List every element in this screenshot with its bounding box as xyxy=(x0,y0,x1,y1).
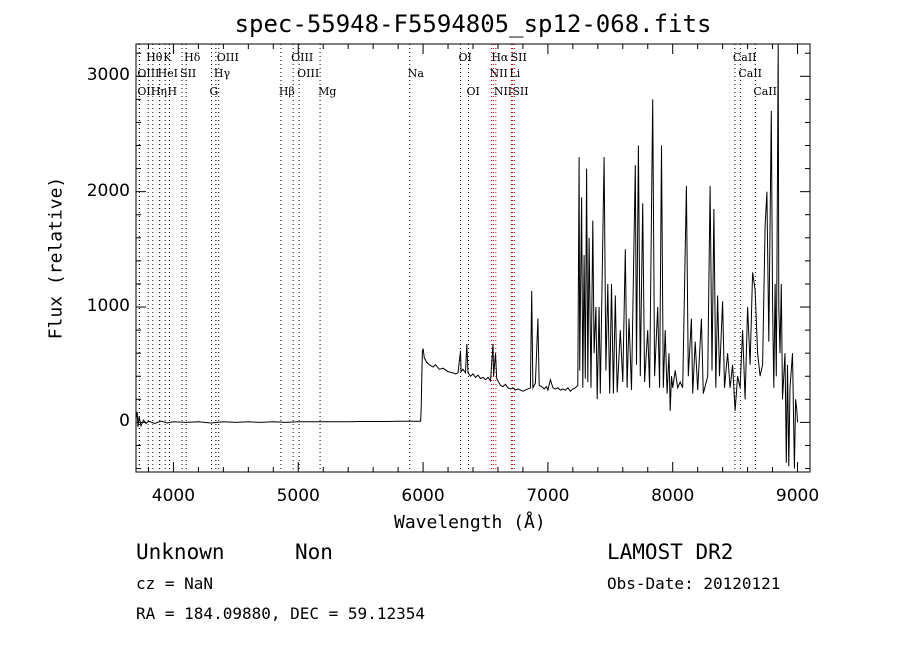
marker-label: OIII xyxy=(297,67,320,80)
class-text: Unknown xyxy=(136,540,225,564)
obs-date-text: Obs-Date: 20120121 xyxy=(607,574,781,593)
x-axis-label: Wavelength (Å) xyxy=(394,512,546,533)
marker-label: OI xyxy=(466,85,480,98)
marker-label: Hθ xyxy=(146,51,163,64)
marker-label: Hγ xyxy=(213,67,231,80)
marker-label: Hα xyxy=(491,51,509,64)
spectrum-series xyxy=(135,43,798,469)
marker-label: OIII xyxy=(291,51,314,64)
x-tick-label: 6000 xyxy=(401,486,445,506)
marker-label: Hη xyxy=(150,85,168,98)
cz-text: cz = NaN xyxy=(136,574,214,593)
marker-label: Na xyxy=(407,67,424,80)
marker-label: SII xyxy=(512,85,529,98)
x-tick-label: 7000 xyxy=(526,486,570,506)
x-tick-label: 8000 xyxy=(651,486,695,506)
marker-label: K xyxy=(163,51,172,64)
marker-label: H xyxy=(167,85,178,98)
marker-label: OII xyxy=(137,85,156,98)
marker-label: G xyxy=(209,85,219,98)
marker-label: NII xyxy=(493,85,513,98)
subclass-text: Non xyxy=(295,540,333,564)
x-tick-label: 5000 xyxy=(276,486,320,506)
coords-text: RA = 184.09880, DEC = 59.12354 xyxy=(136,604,425,623)
marker-label: HeI xyxy=(157,67,179,80)
marker-label: Hβ xyxy=(278,85,295,98)
x-tick-label: 4000 xyxy=(151,486,196,506)
marker-label: OIII xyxy=(216,51,239,64)
marker-label: Mg xyxy=(318,85,337,98)
chart-title: spec-55948-F5594805_sp12-068.fits xyxy=(234,10,712,38)
marker-label: CaII xyxy=(753,85,777,98)
line-markers xyxy=(138,44,756,472)
y-tick-label: 1000 xyxy=(86,296,130,317)
marker-label: SII xyxy=(510,51,527,64)
marker-label: CaII xyxy=(738,67,763,80)
spectrum-line-0 xyxy=(135,43,798,469)
survey-label: LAMOST DR2 xyxy=(607,540,734,564)
x-tick-label: 9000 xyxy=(775,486,820,506)
y-tick-label: 2000 xyxy=(86,180,130,201)
y-tick-label: 0 xyxy=(119,411,130,432)
marker-label: Hδ xyxy=(184,51,201,64)
marker-label: CaII xyxy=(732,51,757,64)
marker-label: OI xyxy=(458,51,472,64)
y-tick-label: 3000 xyxy=(86,65,130,86)
marker-label: OIII xyxy=(137,67,160,80)
marker-label: NII xyxy=(489,67,508,80)
axis-ticks xyxy=(136,44,810,472)
marker-label: Li xyxy=(509,67,521,80)
marker-label: SII xyxy=(180,67,197,80)
